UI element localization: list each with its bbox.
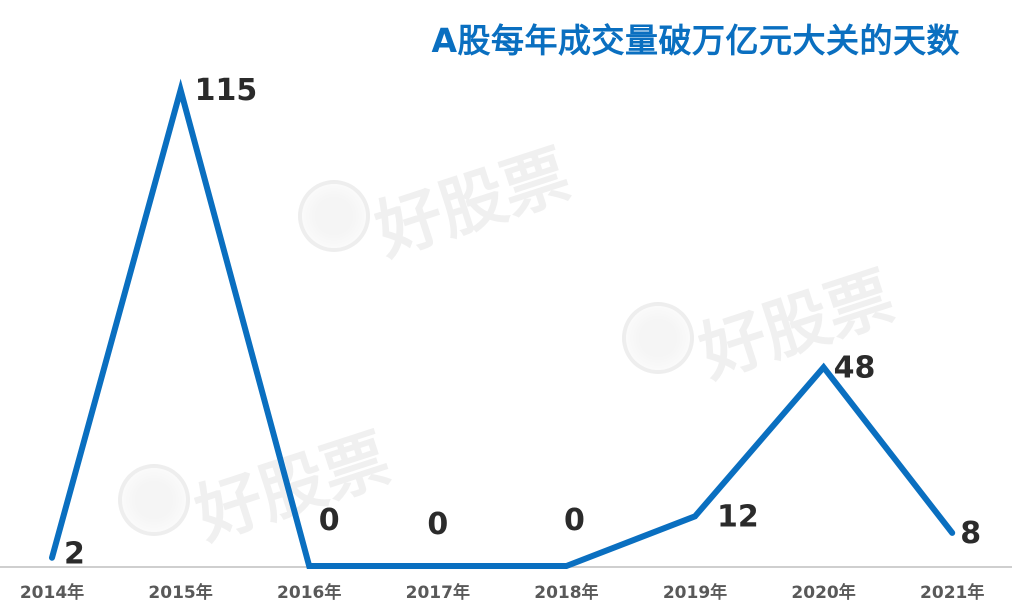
watermark-seal-icon [622,302,694,374]
x-tick-label: 2017年 [406,582,470,603]
series-line [49,78,956,569]
data-label: 0 [319,503,340,538]
chart-title: A股每年成交量破万亿元大关的天数 [431,21,960,60]
data-label: 115 [195,73,258,108]
x-tick-label: 2015年 [148,582,212,603]
x-tick-label: 2016年 [277,582,341,603]
x-tick-label: 2018年 [534,582,598,603]
x-tick-label: 2019年 [663,582,727,603]
x-tick-label: 2020年 [791,582,855,603]
data-label: 48 [834,350,876,385]
data-label: 12 [717,499,759,534]
watermark-seal-icon [118,464,190,536]
data-label: 8 [960,516,981,551]
data-label: 2 [64,537,85,572]
data-label: 0 [564,503,585,538]
watermark-seal-icon [298,180,370,252]
data-label: 0 [427,507,448,542]
x-tick-label: 2021年 [920,582,984,603]
x-tick-label: 2014年 [20,582,84,603]
